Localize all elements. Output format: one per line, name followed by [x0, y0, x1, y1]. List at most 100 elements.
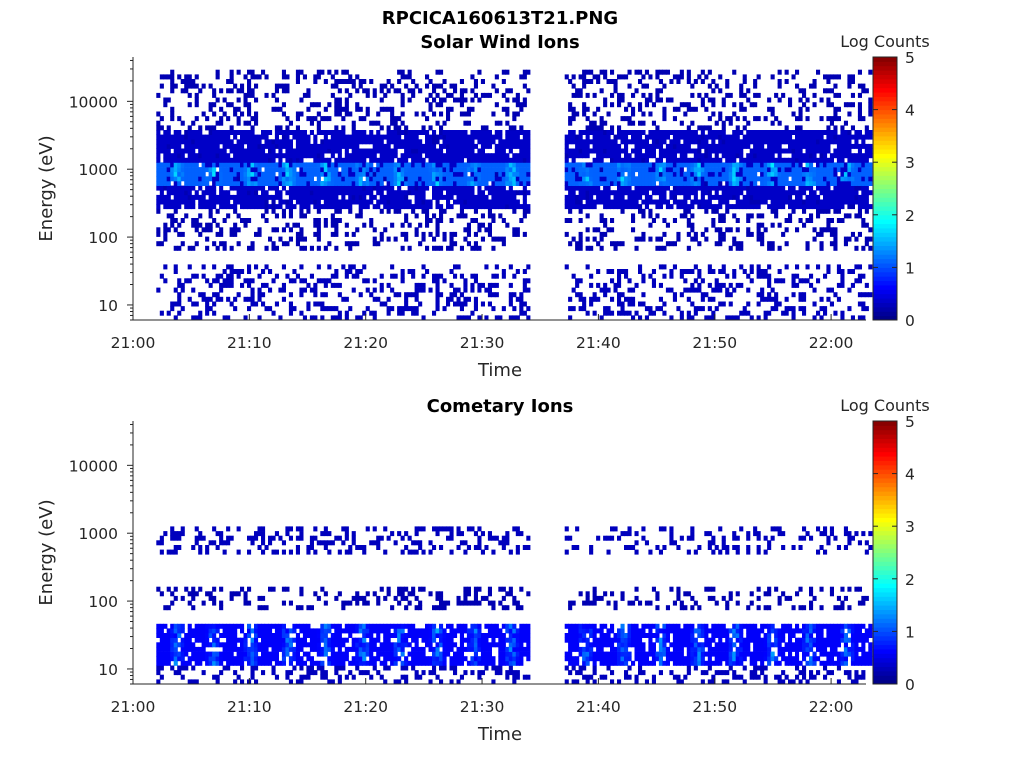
- cell: [254, 134, 259, 140]
- cell: [362, 139, 367, 145]
- cell: [627, 296, 632, 302]
- cell: [707, 199, 712, 205]
- cell: [400, 190, 405, 196]
- cell: [686, 162, 691, 168]
- cell: [742, 143, 747, 149]
- cell: [480, 167, 485, 173]
- cell: [463, 227, 468, 233]
- cell: [676, 231, 681, 237]
- cell: [274, 125, 279, 131]
- colorbar-step: [873, 175, 897, 181]
- cell: [665, 181, 670, 186]
- cell: [568, 194, 573, 200]
- cell: [651, 167, 656, 173]
- cell: [173, 171, 178, 177]
- cell: [526, 278, 531, 284]
- cell: [243, 222, 248, 228]
- cell: [651, 185, 656, 191]
- colorbar-step: [873, 122, 897, 128]
- cell: [788, 190, 793, 196]
- cell: [721, 176, 726, 182]
- cell: [700, 306, 705, 312]
- cell: [432, 185, 437, 191]
- cell: [700, 204, 705, 210]
- cell: [487, 190, 492, 196]
- cell: [166, 199, 171, 205]
- cell: [428, 157, 433, 163]
- cell: [163, 185, 168, 191]
- cell: [191, 176, 196, 182]
- cell: [463, 190, 468, 196]
- cell: [302, 185, 307, 191]
- cell: [362, 162, 367, 168]
- cell: [658, 204, 663, 210]
- cell: [390, 171, 395, 177]
- cell: [812, 79, 817, 84]
- cell: [288, 227, 293, 233]
- cell: [644, 190, 649, 196]
- cell: [463, 176, 468, 182]
- cell: [397, 69, 402, 75]
- cell: [868, 264, 873, 270]
- cell: [407, 199, 412, 205]
- cell: [802, 167, 807, 173]
- cell: [571, 190, 576, 196]
- cell: [613, 153, 618, 159]
- cell: [226, 273, 231, 279]
- cell: [222, 278, 227, 284]
- cell: [861, 162, 866, 168]
- cell: [177, 153, 182, 159]
- cell: [826, 190, 831, 196]
- cell: [564, 199, 569, 205]
- cell: [519, 74, 524, 80]
- cell: [781, 162, 786, 168]
- cell: [351, 148, 356, 154]
- cell: [194, 222, 199, 228]
- cell: [379, 208, 384, 214]
- cell: [704, 143, 709, 149]
- cell: [568, 148, 573, 154]
- cell: [470, 190, 475, 196]
- colorbar-step: [873, 289, 897, 295]
- cell: [631, 181, 636, 186]
- cell: [802, 208, 807, 214]
- cell: [847, 269, 852, 274]
- cell: [644, 315, 649, 321]
- cell: [247, 194, 252, 200]
- cell: [341, 134, 346, 140]
- cell: [432, 143, 437, 149]
- cell: [795, 125, 800, 131]
- cell: [198, 213, 203, 219]
- cell: [268, 204, 273, 210]
- cell: [334, 208, 339, 214]
- cell: [233, 134, 238, 140]
- cell: [662, 69, 667, 75]
- cell: [240, 190, 245, 196]
- cell: [850, 171, 855, 177]
- cell: [187, 157, 192, 163]
- cell: [173, 143, 178, 149]
- cell: [575, 181, 580, 186]
- cell: [355, 130, 360, 135]
- cell: [627, 278, 632, 284]
- cell: [323, 148, 328, 154]
- cell: [257, 273, 262, 279]
- cell: [714, 282, 719, 288]
- cell: [634, 204, 639, 210]
- cell: [850, 181, 855, 186]
- colorbar-step: [873, 267, 897, 273]
- cell: [306, 176, 311, 182]
- cell: [777, 278, 782, 284]
- cell: [843, 213, 848, 219]
- cell: [229, 125, 234, 131]
- cell: [222, 171, 227, 177]
- cell: [575, 176, 580, 182]
- cell: [379, 167, 384, 173]
- cell: [693, 306, 698, 312]
- cell: [651, 218, 656, 223]
- cell: [505, 171, 510, 177]
- cell: [494, 134, 499, 140]
- cell: [784, 241, 789, 247]
- cell: [728, 157, 733, 163]
- cell: [355, 241, 360, 247]
